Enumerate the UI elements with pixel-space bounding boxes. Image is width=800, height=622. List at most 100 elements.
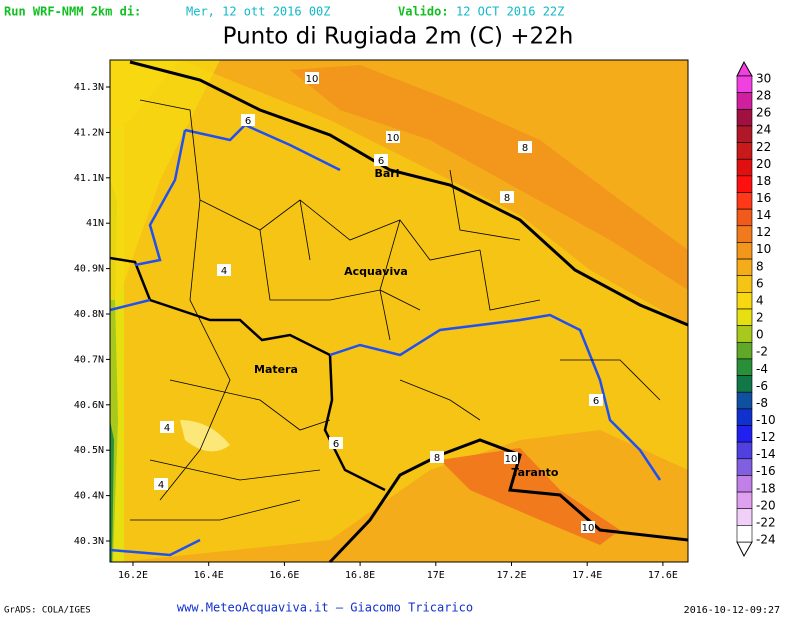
field-10 bbox=[290, 65, 688, 290]
colorbar-label: -16 bbox=[756, 464, 776, 478]
colorbar-label: 0 bbox=[756, 328, 764, 342]
colorbar-label: 20 bbox=[756, 157, 771, 171]
lat-label: 40.5N bbox=[74, 445, 104, 456]
lon-label: 16.4E bbox=[194, 570, 224, 581]
valid-date: 12 OCT 2016 22Z bbox=[456, 5, 564, 19]
colorbar-swatch bbox=[736, 458, 753, 476]
map-frame bbox=[109, 59, 689, 563]
colorbar-swatch bbox=[736, 491, 753, 510]
colorbar-label: 2 bbox=[756, 311, 764, 325]
contour-label: 10 bbox=[505, 454, 518, 465]
lat-label: 40.8N bbox=[74, 309, 104, 320]
colorbar-bottom bbox=[736, 541, 753, 558]
footer-left: GrADS: COLA/IGES bbox=[4, 606, 91, 616]
colorbar-label: 14 bbox=[756, 208, 771, 222]
footer-right: 2016-10-12-09:27 bbox=[684, 605, 780, 616]
contour-label-bg bbox=[386, 131, 400, 143]
province-border bbox=[109, 256, 386, 492]
contour-label-bg bbox=[581, 521, 595, 533]
lat-label: 40.4N bbox=[74, 491, 104, 502]
lat-label: 40.7N bbox=[74, 354, 104, 365]
contour-label-bg bbox=[589, 394, 603, 406]
colorbar-label: 26 bbox=[756, 106, 771, 120]
contour-label-bg bbox=[154, 478, 168, 490]
colorbar-swatch bbox=[736, 341, 753, 360]
colorbar-swatch bbox=[736, 108, 753, 127]
valid-label: Valido: bbox=[398, 5, 449, 19]
colorbar-label: -24 bbox=[756, 533, 776, 547]
colorbar-label: 16 bbox=[756, 191, 771, 205]
colorbar-swatch bbox=[736, 192, 753, 210]
colorbar-label: 12 bbox=[756, 225, 771, 239]
contour-label: 6 bbox=[245, 116, 251, 127]
colorbar-swatch bbox=[736, 158, 753, 177]
lat-label: 41.1N bbox=[74, 173, 104, 184]
contour-label: 6 bbox=[378, 156, 384, 167]
colorbar-label: -6 bbox=[756, 379, 768, 393]
contour-label: 10 bbox=[387, 133, 400, 144]
colorbar-label: -2 bbox=[756, 345, 768, 359]
colorbar-swatch bbox=[736, 375, 753, 393]
contour-label-bg bbox=[217, 264, 231, 276]
colorbar-swatch bbox=[736, 408, 753, 426]
colorbar-swatch bbox=[736, 391, 753, 410]
contour-label: 6 bbox=[593, 396, 599, 407]
colorbar-top bbox=[736, 60, 753, 77]
colorbar-label: 24 bbox=[756, 123, 771, 137]
lat-label: 41.3N bbox=[74, 82, 104, 93]
field-8-south bbox=[120, 430, 688, 562]
colorbar-swatch bbox=[736, 475, 753, 493]
colorbar-swatch bbox=[736, 441, 753, 460]
colorbar-swatch bbox=[736, 175, 753, 193]
lat-label: 40.3N bbox=[74, 536, 104, 547]
field-4 bbox=[110, 60, 220, 300]
footer-center: www.MeteoAcquaviva.it – Giacomo Tricaric… bbox=[177, 601, 473, 615]
contour-label: 4 bbox=[164, 423, 170, 434]
contour-label: 10 bbox=[582, 523, 595, 534]
colorbar-swatch bbox=[736, 75, 753, 93]
contour-label-bg bbox=[329, 437, 343, 449]
colorbar-swatch bbox=[736, 142, 753, 160]
colorbar-swatch bbox=[736, 325, 753, 343]
colorbar-swatch bbox=[736, 308, 753, 326]
lon-label: 17.2E bbox=[496, 570, 526, 581]
field-10-south bbox=[440, 448, 620, 545]
field-8 bbox=[180, 60, 688, 325]
colorbar-label: 4 bbox=[756, 293, 764, 307]
colorbar-label: 28 bbox=[756, 89, 771, 103]
lat-label: 41.2N bbox=[74, 127, 104, 138]
colorbar-label: -14 bbox=[756, 447, 776, 461]
lat-label: 40.9N bbox=[74, 264, 104, 275]
contour-label-bg bbox=[518, 141, 532, 153]
contour-label-bg bbox=[241, 114, 255, 126]
contour-label-bg bbox=[374, 154, 388, 166]
contour-label-bg bbox=[504, 452, 518, 464]
colorbar-label: -22 bbox=[756, 515, 776, 529]
colorbar-label: -8 bbox=[756, 396, 768, 410]
contour-label-bg bbox=[305, 72, 319, 84]
colorbar-label: 6 bbox=[756, 276, 764, 290]
colorbar-label: 18 bbox=[756, 174, 771, 188]
lon-label: 16.2E bbox=[118, 570, 148, 581]
colorbar-swatch bbox=[736, 425, 753, 443]
coastline-ionian bbox=[328, 438, 689, 564]
city-label: Matera bbox=[254, 363, 298, 376]
contour-label: 8 bbox=[522, 143, 528, 154]
colorbar-swatch bbox=[736, 125, 753, 143]
colorbar-swatch bbox=[736, 292, 753, 310]
colorbar-swatch bbox=[736, 525, 753, 543]
contour-label-bg bbox=[430, 451, 444, 463]
colorbar-swatch bbox=[736, 225, 753, 243]
contour-label-bg bbox=[160, 421, 174, 433]
city-label: Taranto bbox=[511, 466, 558, 479]
lon-label: 17.4E bbox=[572, 570, 602, 581]
contour-label: 10 bbox=[306, 74, 319, 85]
colorbar-swatch bbox=[736, 275, 753, 293]
colorbar-label: 8 bbox=[756, 259, 764, 273]
coastline-adriatic bbox=[129, 60, 689, 327]
city-label: Acquaviva bbox=[344, 265, 408, 278]
colorbar-label: -12 bbox=[756, 430, 776, 444]
lat-label: 40.6N bbox=[74, 400, 104, 411]
